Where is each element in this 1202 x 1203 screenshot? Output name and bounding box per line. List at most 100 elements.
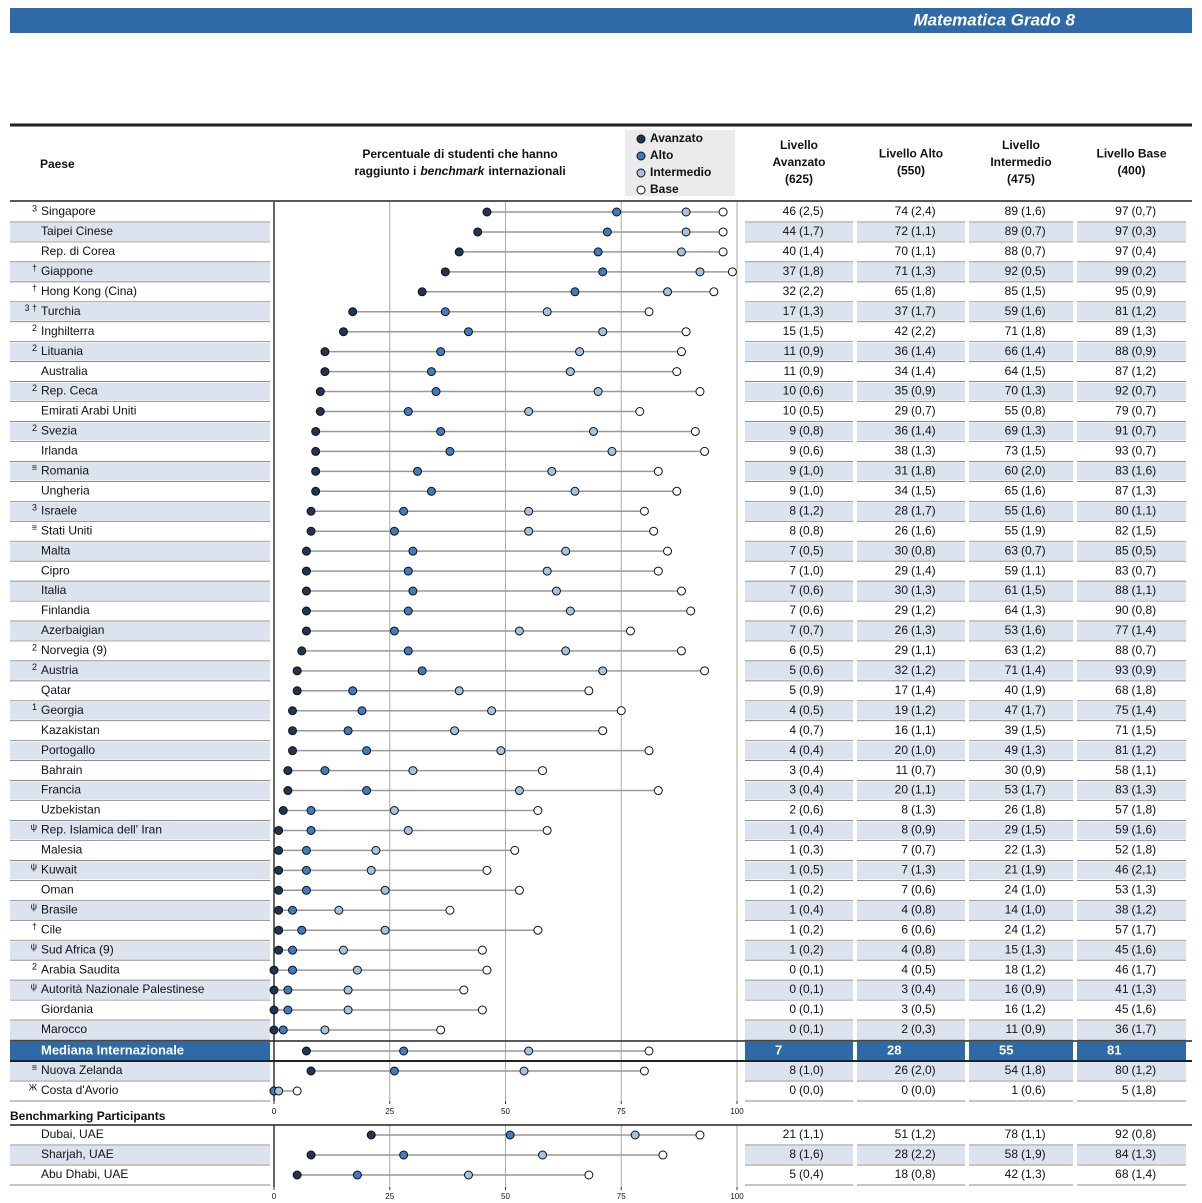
- cell-se: (1,0): [1021, 902, 1046, 916]
- column-header: Livello Alto: [879, 147, 943, 161]
- dot: [315, 387, 325, 397]
- cell-value: 36: [895, 344, 909, 358]
- dot: [269, 1025, 279, 1035]
- country-name: Qatar: [41, 683, 71, 697]
- cell-value: 21: [783, 1127, 797, 1141]
- country-name: Austria: [41, 663, 79, 677]
- cell-se: (2,2): [799, 284, 824, 298]
- dot: [301, 626, 311, 636]
- cell-value: 97: [1115, 224, 1129, 238]
- cell-se: (0,4): [799, 763, 824, 777]
- cell-se: (0,6): [799, 583, 824, 597]
- cell-value: 97: [1115, 244, 1129, 258]
- cell-value: 3: [789, 783, 796, 797]
- cell-value: 72: [895, 224, 909, 238]
- cell-se: (0,4): [799, 902, 824, 916]
- cell-value: 21: [1005, 863, 1019, 877]
- cell-shade: [969, 342, 1073, 361]
- dot: [510, 845, 520, 855]
- country-name: Dubai, UAE: [41, 1127, 104, 1141]
- cell-shade: [745, 981, 853, 1000]
- cell-value: 79: [1115, 404, 1129, 418]
- dot: [288, 726, 298, 736]
- cell-value: 15: [1005, 942, 1019, 956]
- cell-value: 65: [1005, 483, 1019, 497]
- cell-value: 55: [1005, 404, 1019, 418]
- cell-value: 14: [1005, 902, 1019, 916]
- median-value: 7: [775, 1042, 782, 1057]
- cell-se: (0,4): [799, 783, 824, 797]
- cell-value: 46: [1115, 962, 1129, 976]
- country-note: 3 †: [24, 303, 37, 313]
- cell-shade: [745, 342, 853, 361]
- country-note: 2: [32, 323, 37, 333]
- dot: [274, 845, 284, 855]
- cell-value: 45: [1115, 942, 1129, 956]
- cell-value: 45: [1115, 1002, 1129, 1016]
- dot: [547, 466, 557, 476]
- country-name: Nuova Zelanda: [41, 1063, 123, 1077]
- cell-shade: [745, 1146, 853, 1164]
- cell-value: 7: [901, 882, 908, 896]
- dot: [598, 327, 608, 337]
- cell-se: (0,2): [799, 882, 824, 896]
- cell-shade: [745, 621, 853, 640]
- cell-se: (1,8): [1132, 1083, 1157, 1097]
- dot: [542, 307, 552, 317]
- cell-se: (1,8): [1021, 324, 1046, 338]
- dot: [366, 1130, 376, 1140]
- legend-marker: [636, 134, 646, 144]
- cell-shade: [1077, 861, 1186, 880]
- cell-se: (2,5): [799, 204, 824, 218]
- cell-shade: [1077, 821, 1186, 840]
- dot: [538, 1150, 548, 1160]
- cell-value: 58: [1005, 1147, 1019, 1161]
- cell-shade: [745, 741, 853, 760]
- dot: [399, 1046, 409, 1056]
- cell-se: (0,5): [799, 703, 824, 717]
- dot: [584, 686, 594, 696]
- cell-se: (1,7): [1021, 703, 1046, 717]
- cell-value: 49: [1005, 743, 1019, 757]
- cell-value: 71: [1005, 663, 1019, 677]
- dot: [505, 1130, 515, 1140]
- cell-se: (0,4): [911, 982, 936, 996]
- cell-value: 38: [1115, 902, 1129, 916]
- dot: [278, 806, 288, 815]
- dot: [681, 227, 691, 237]
- row-shade: [10, 262, 270, 281]
- cell-se: (0,7): [1132, 444, 1157, 458]
- cell-shade: [857, 302, 965, 321]
- dot: [653, 466, 663, 476]
- cell-value: 17: [783, 304, 797, 318]
- legend-label: Alto: [650, 148, 673, 162]
- country-name: Cipro: [41, 563, 70, 577]
- cell-value: 11: [784, 344, 797, 358]
- cell-value: 68: [1115, 683, 1129, 697]
- cell-value: 29: [895, 563, 909, 577]
- dot: [463, 327, 473, 337]
- cell-value: 7: [789, 543, 796, 557]
- cell-shade: [857, 1020, 965, 1039]
- cell-se: (0,6): [911, 922, 936, 936]
- dot: [700, 666, 710, 676]
- cell-se: (1,5): [799, 324, 824, 338]
- dot: [288, 905, 298, 915]
- cell-value: 10: [783, 384, 797, 398]
- x-tick-label: 0: [272, 1107, 277, 1116]
- country-name: Emirati Arabi Uniti: [41, 404, 136, 418]
- cell-value: 99: [1115, 264, 1129, 278]
- cell-shade: [1077, 1146, 1186, 1164]
- cell-se: (2,1): [1132, 863, 1157, 877]
- cell-shade: [745, 661, 853, 680]
- cell-value: 20: [895, 783, 909, 797]
- dot: [565, 367, 575, 377]
- dot: [681, 207, 691, 217]
- dot: [436, 1025, 446, 1035]
- row-shade: [10, 1146, 270, 1164]
- dot: [274, 825, 284, 835]
- dot: [338, 327, 348, 337]
- dot: [403, 566, 413, 576]
- cell-value: 89: [1115, 324, 1129, 338]
- cell-value: 16: [1005, 1002, 1019, 1016]
